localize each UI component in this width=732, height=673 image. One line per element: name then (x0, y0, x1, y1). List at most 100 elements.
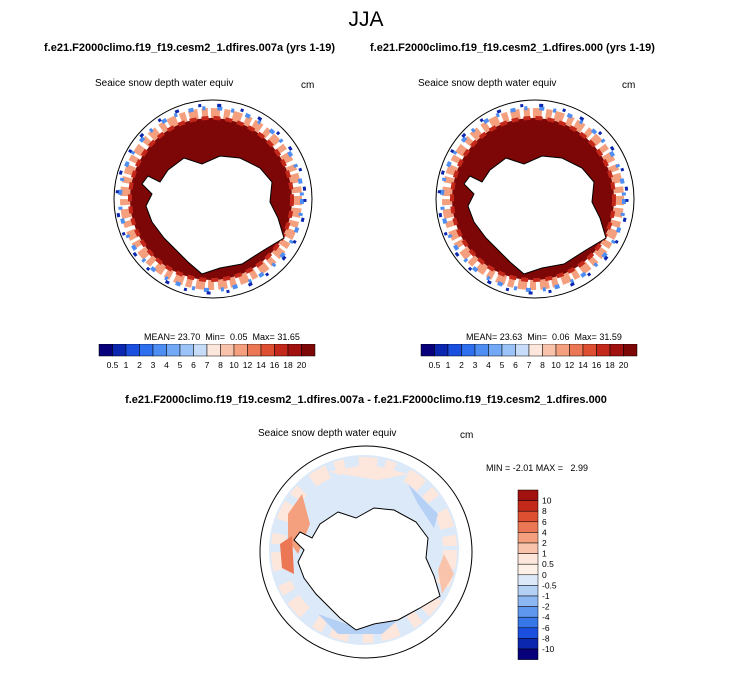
difference-colorbar-swatch (517, 553, 539, 565)
panel-1-colorbar-swatch (112, 344, 127, 357)
panel-1-antarctica (141, 155, 285, 275)
difference-colorbar-label: 0 (542, 570, 547, 580)
panel-1-colorbar-swatch (152, 344, 167, 357)
panel-2-colorbar-label: 10 (551, 360, 561, 370)
difference-colorbar-swatch (517, 510, 539, 523)
panel-2-antarctica (463, 155, 607, 275)
difference-colorbar-swatch (517, 648, 539, 660)
difference-antarctica (293, 507, 441, 631)
panel-2-units: cm (622, 80, 636, 91)
panel-2-colorbar-swatch (501, 344, 516, 357)
panel-2-stats: MEAN= 23.63 Min= 0.06 Max= 31.59 (466, 332, 622, 342)
panel-1-colorbar-label: 5 (178, 360, 183, 370)
panel-1-colorbar-label: 20 (297, 360, 307, 370)
panel-1-run-title: f.e21.F2000climo.f19_f19.cesm2_1.dfires.… (44, 42, 336, 54)
panel-2-colorbar-label: 20 (619, 360, 629, 370)
panel-1-colorbar-swatch (301, 344, 316, 357)
panel-1-colorbar: 0.5 1 2 3 4 5 6 7 8 10 12 14 16 18 20 (98, 344, 316, 370)
panel-2-colorbar-label: 5 (500, 360, 505, 370)
difference-map (259, 445, 473, 659)
panel-2-colorbar-label: 4 (486, 360, 491, 370)
difference-colorbar-swatch (517, 542, 539, 554)
difference-colorbar-swatch (517, 500, 539, 512)
panel-1-colorbar-swatch (206, 344, 221, 357)
panel-2-colorbar: 0.5 1 2 3 4 5 6 7 8 10 12 14 16 18 20 (420, 344, 638, 370)
difference-colorbar-label: 4 (542, 527, 547, 537)
panel-1-colorbar-swatch (98, 344, 113, 357)
difference-colorbar-label: -0.5 (542, 580, 557, 590)
difference-colorbar-label: -10 (542, 644, 555, 654)
panel-1-units: cm (301, 80, 315, 91)
panel-1-colorbar-label: 6 (191, 360, 196, 370)
panel-1-colorbar-swatch (233, 344, 248, 357)
panel-1-colorbar-swatch (274, 344, 289, 357)
panel-1-colorbar-label: 7 (205, 360, 210, 370)
panel-1-colorbar-label: 10 (229, 360, 239, 370)
panel-1-colorbar-label: 4 (164, 360, 169, 370)
panel-1-colorbar-label: 18 (283, 360, 293, 370)
panel-1-colorbar-swatch (179, 344, 194, 357)
panel-2-colorbar-swatch (596, 344, 611, 357)
panel-1-colorbar-swatch (125, 344, 140, 357)
panel-2-colorbar-label: 14 (578, 360, 588, 370)
difference-colorbar-label: -2 (542, 602, 550, 612)
difference-colorbar-swatch (517, 532, 539, 544)
difference-units: cm (460, 430, 474, 441)
difference-colorbar-label: -6 (542, 623, 550, 633)
panel-1-colorbar-swatch (139, 344, 154, 357)
panel-1-colorbar-label: 14 (256, 360, 266, 370)
panel-1-colorbar-label: 1 (124, 360, 129, 370)
panel-2-colorbar-swatch (542, 344, 557, 357)
difference-colorbar-label: -8 (542, 633, 550, 643)
panel-2-variable: Seaice snow depth water equiv (418, 78, 557, 89)
difference-colorbar-label: -4 (542, 612, 550, 622)
panel-1-colorbar-label: 8 (218, 360, 223, 370)
panel-2-colorbar-label: 7 (527, 360, 532, 370)
difference-colorbar-swatch (517, 606, 539, 618)
panel-1-colorbar-label: 2 (137, 360, 142, 370)
panel-2-colorbar-label: 1 (446, 360, 451, 370)
panel-2-colorbar-swatch (488, 344, 503, 357)
panel-1-colorbar-swatch (193, 344, 208, 357)
panel-1-colorbar-swatch (287, 344, 302, 357)
panel-2-colorbar-label: 6 (513, 360, 518, 370)
panel-1-map (113, 99, 313, 299)
panel-1-colorbar-swatch (166, 344, 181, 357)
panel-1-colorbar-swatch (260, 344, 275, 357)
panel-1-variable: Seaice snow depth water equiv (95, 78, 234, 89)
figure-title: JJA (348, 8, 384, 31)
panel-2-colorbar-swatch (623, 344, 638, 357)
panel-2-colorbar-swatch (461, 344, 476, 357)
panel-2-colorbar-swatch (582, 344, 597, 357)
panel-2-colorbar-swatch (569, 344, 584, 357)
panel-2-colorbar-label: 0.5 (429, 360, 441, 370)
panel-2-colorbar-label: 16 (592, 360, 602, 370)
difference-colorbar-label: 2 (542, 538, 547, 548)
panel-2-colorbar-swatch (555, 344, 570, 357)
difference-colorbar-label: 6 (542, 517, 547, 527)
panel-2-colorbar-label: 2 (459, 360, 464, 370)
panel-1-colorbar-swatch (220, 344, 235, 357)
panel-2-colorbar-label: 8 (540, 360, 545, 370)
panel-1-colorbar-label: 0.5 (107, 360, 119, 370)
difference-colorbar-swatch (517, 595, 539, 607)
panel-2-colorbar-label: 3 (473, 360, 478, 370)
panel-2-colorbar-swatch (609, 344, 624, 357)
panel-2-colorbar-swatch (434, 344, 449, 357)
panel-2-colorbar-swatch (447, 344, 462, 357)
difference-colorbar-swatch (517, 585, 539, 597)
panel-1-colorbar-label: 16 (270, 360, 280, 370)
panel-2-colorbar-swatch (528, 344, 543, 357)
panel-1-colorbar-label: 3 (151, 360, 156, 370)
difference-colorbar-swatch (517, 574, 539, 586)
difference-title: f.e21.F2000climo.f19_f19.cesm2_1.dfires.… (125, 394, 607, 406)
difference-colorbar-label: 10 (542, 496, 552, 506)
panel-1-colorbar-swatch (247, 344, 262, 357)
difference-colorbar-label: 8 (542, 506, 547, 516)
difference-stats: MIN = -2.01 MAX = 2.99 (486, 463, 589, 473)
difference-colorbar-swatch (517, 638, 539, 650)
difference-colorbar-swatch (517, 489, 539, 501)
difference-colorbar-label: 1 (542, 549, 547, 559)
panel-2-colorbar-swatch (420, 344, 435, 357)
